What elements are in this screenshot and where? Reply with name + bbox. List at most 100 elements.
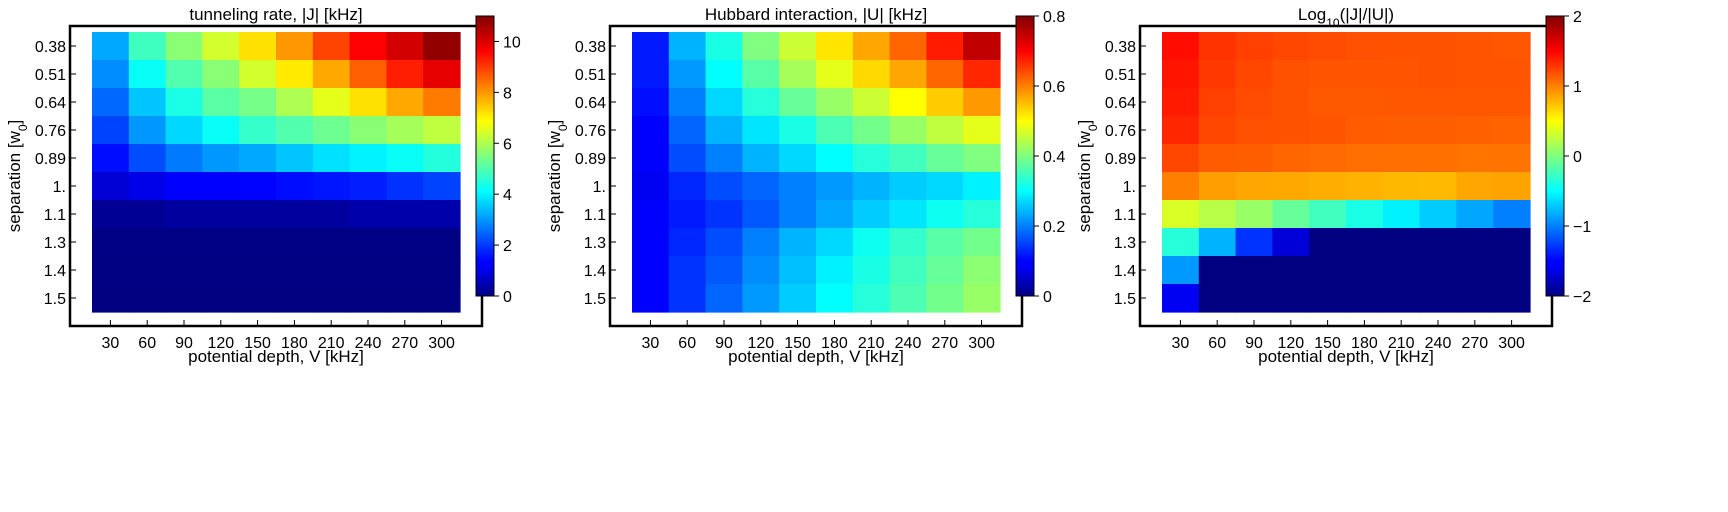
heatmap-cell (632, 256, 670, 285)
x-tick-label: 180 (1351, 335, 1378, 352)
heatmap-cell (312, 32, 351, 61)
heatmap-cell (1235, 284, 1273, 313)
x-tick-labels: 30 60 90 120 150 180 210 240 270 300 (102, 320, 455, 352)
heatmap-cell (632, 60, 670, 89)
heatmap-cell (1419, 228, 1457, 257)
heatmap-cell (1382, 172, 1421, 201)
heatmap-cell (1456, 116, 1494, 145)
heatmap-cell (705, 284, 743, 313)
heatmap-cell (165, 256, 203, 285)
y-tick-label: 0.64 (575, 95, 606, 112)
y-tick-label: 1.5 (1114, 291, 1136, 308)
colorbar: 0 0.2 0.4 0.6 0.8 (1015, 9, 1065, 306)
y-tick-label: 0.64 (1105, 95, 1136, 112)
heatmap-cell (632, 32, 670, 61)
heatmap-cell (423, 144, 461, 173)
heatmap-cell (1346, 200, 1384, 229)
y-tick-label: 0.89 (35, 151, 66, 168)
heatmap-cell (349, 116, 387, 145)
heatmap-cell (1272, 200, 1310, 229)
heatmap-cell (926, 88, 964, 117)
heatmap-cell (963, 284, 1001, 313)
y-tick-label: 0.76 (35, 123, 66, 140)
heatmap-cell (1198, 228, 1237, 257)
heatmap-cell (705, 200, 743, 229)
heatmap-cell (239, 200, 277, 229)
heatmap-cell (349, 284, 387, 313)
heatmap-cell (926, 32, 964, 61)
heatmap-cell (239, 116, 277, 145)
heatmap-cell (926, 228, 964, 257)
heatmap-cell (1272, 60, 1310, 89)
colorbar: 0 2 4 6 8 10 (475, 15, 521, 306)
heatmap-cell (165, 32, 203, 61)
colorbar-tick-label: 0.8 (1043, 9, 1065, 26)
heatmap-cell (816, 32, 854, 61)
heatmap-cell (668, 88, 707, 117)
heatmap-cell (705, 88, 743, 117)
heatmap-cell (128, 60, 167, 89)
heatmap-cell (1198, 32, 1237, 61)
heatmap-cell (92, 228, 130, 257)
heatmap-cell (1493, 144, 1531, 173)
x-tick-label: 60 (138, 335, 156, 352)
heatmap-cell (1272, 32, 1310, 61)
heatmap-cell (92, 88, 130, 117)
heatmap-cell (926, 60, 964, 89)
heatmap-cell (1198, 144, 1237, 173)
heatmap-cell (926, 200, 964, 229)
heatmap-cell (312, 116, 351, 145)
heatmap-cell (1309, 88, 1347, 117)
heatmap-cell (423, 256, 461, 285)
heatmap-cell (963, 172, 1001, 201)
y-tick-label: 1.1 (44, 207, 66, 224)
heatmap-cell (705, 144, 743, 173)
heatmap-cell (1235, 60, 1273, 89)
heatmap-cell (92, 116, 130, 145)
colorbar-tick-label: 1 (1573, 79, 1582, 96)
panel-title: tunneling rate, |J| [kHz] (189, 5, 362, 24)
heatmap-cell (1382, 256, 1421, 285)
heatmap-cell (1419, 200, 1457, 229)
heatmap-cell (852, 144, 891, 173)
y-tick-label: 0.38 (575, 39, 606, 56)
heatmap-cell (852, 88, 891, 117)
heatmap-cell (1382, 144, 1421, 173)
heatmap-cell (165, 60, 203, 89)
x-tick-label: 90 (715, 335, 733, 352)
heatmap-cell (276, 172, 314, 201)
heatmap-cell (1493, 60, 1531, 89)
x-tick-label: 240 (1425, 335, 1452, 352)
heatmap-cell (1272, 144, 1310, 173)
heatmap-cell (1346, 88, 1384, 117)
heatmap-cell (963, 200, 1001, 229)
heatmap-cell (276, 32, 314, 61)
heatmap-cell (632, 172, 670, 201)
x-tick-label: 90 (175, 335, 193, 352)
y-tick-label: 0.76 (1105, 123, 1136, 140)
colorbar-tick-label: 2 (1573, 9, 1582, 26)
heatmap-cell (386, 116, 424, 145)
heatmap-cell (1162, 144, 1200, 173)
colorbar-gradient (475, 15, 495, 297)
heatmap-cell (963, 144, 1001, 173)
colorbar-tick-label: 0 (503, 289, 512, 306)
heatmap-cell (1235, 200, 1273, 229)
panel-log-ratio: Log10(|J|/|U|) 30 60 90 120 150 180 210 240 270 3… (1075, 5, 1591, 366)
heatmap-cell (1162, 116, 1200, 145)
heatmap-cells (92, 32, 461, 313)
y-tick-label: 0.64 (35, 95, 66, 112)
heatmap-cell (1419, 144, 1457, 173)
x-tick-label: 270 (931, 335, 958, 352)
heatmap-cell (128, 228, 167, 257)
heatmap-cell (1456, 172, 1494, 201)
heatmap-cell (632, 116, 670, 145)
heatmap-cell (1272, 228, 1310, 257)
heatmap-cell (349, 144, 387, 173)
y-tick-label: 1. (593, 179, 606, 196)
heatmap-cell (852, 200, 891, 229)
heatmap-cell (779, 88, 817, 117)
heatmap-cell (1272, 284, 1310, 313)
heatmap-cell (668, 228, 707, 257)
heatmap-cell (632, 88, 670, 117)
